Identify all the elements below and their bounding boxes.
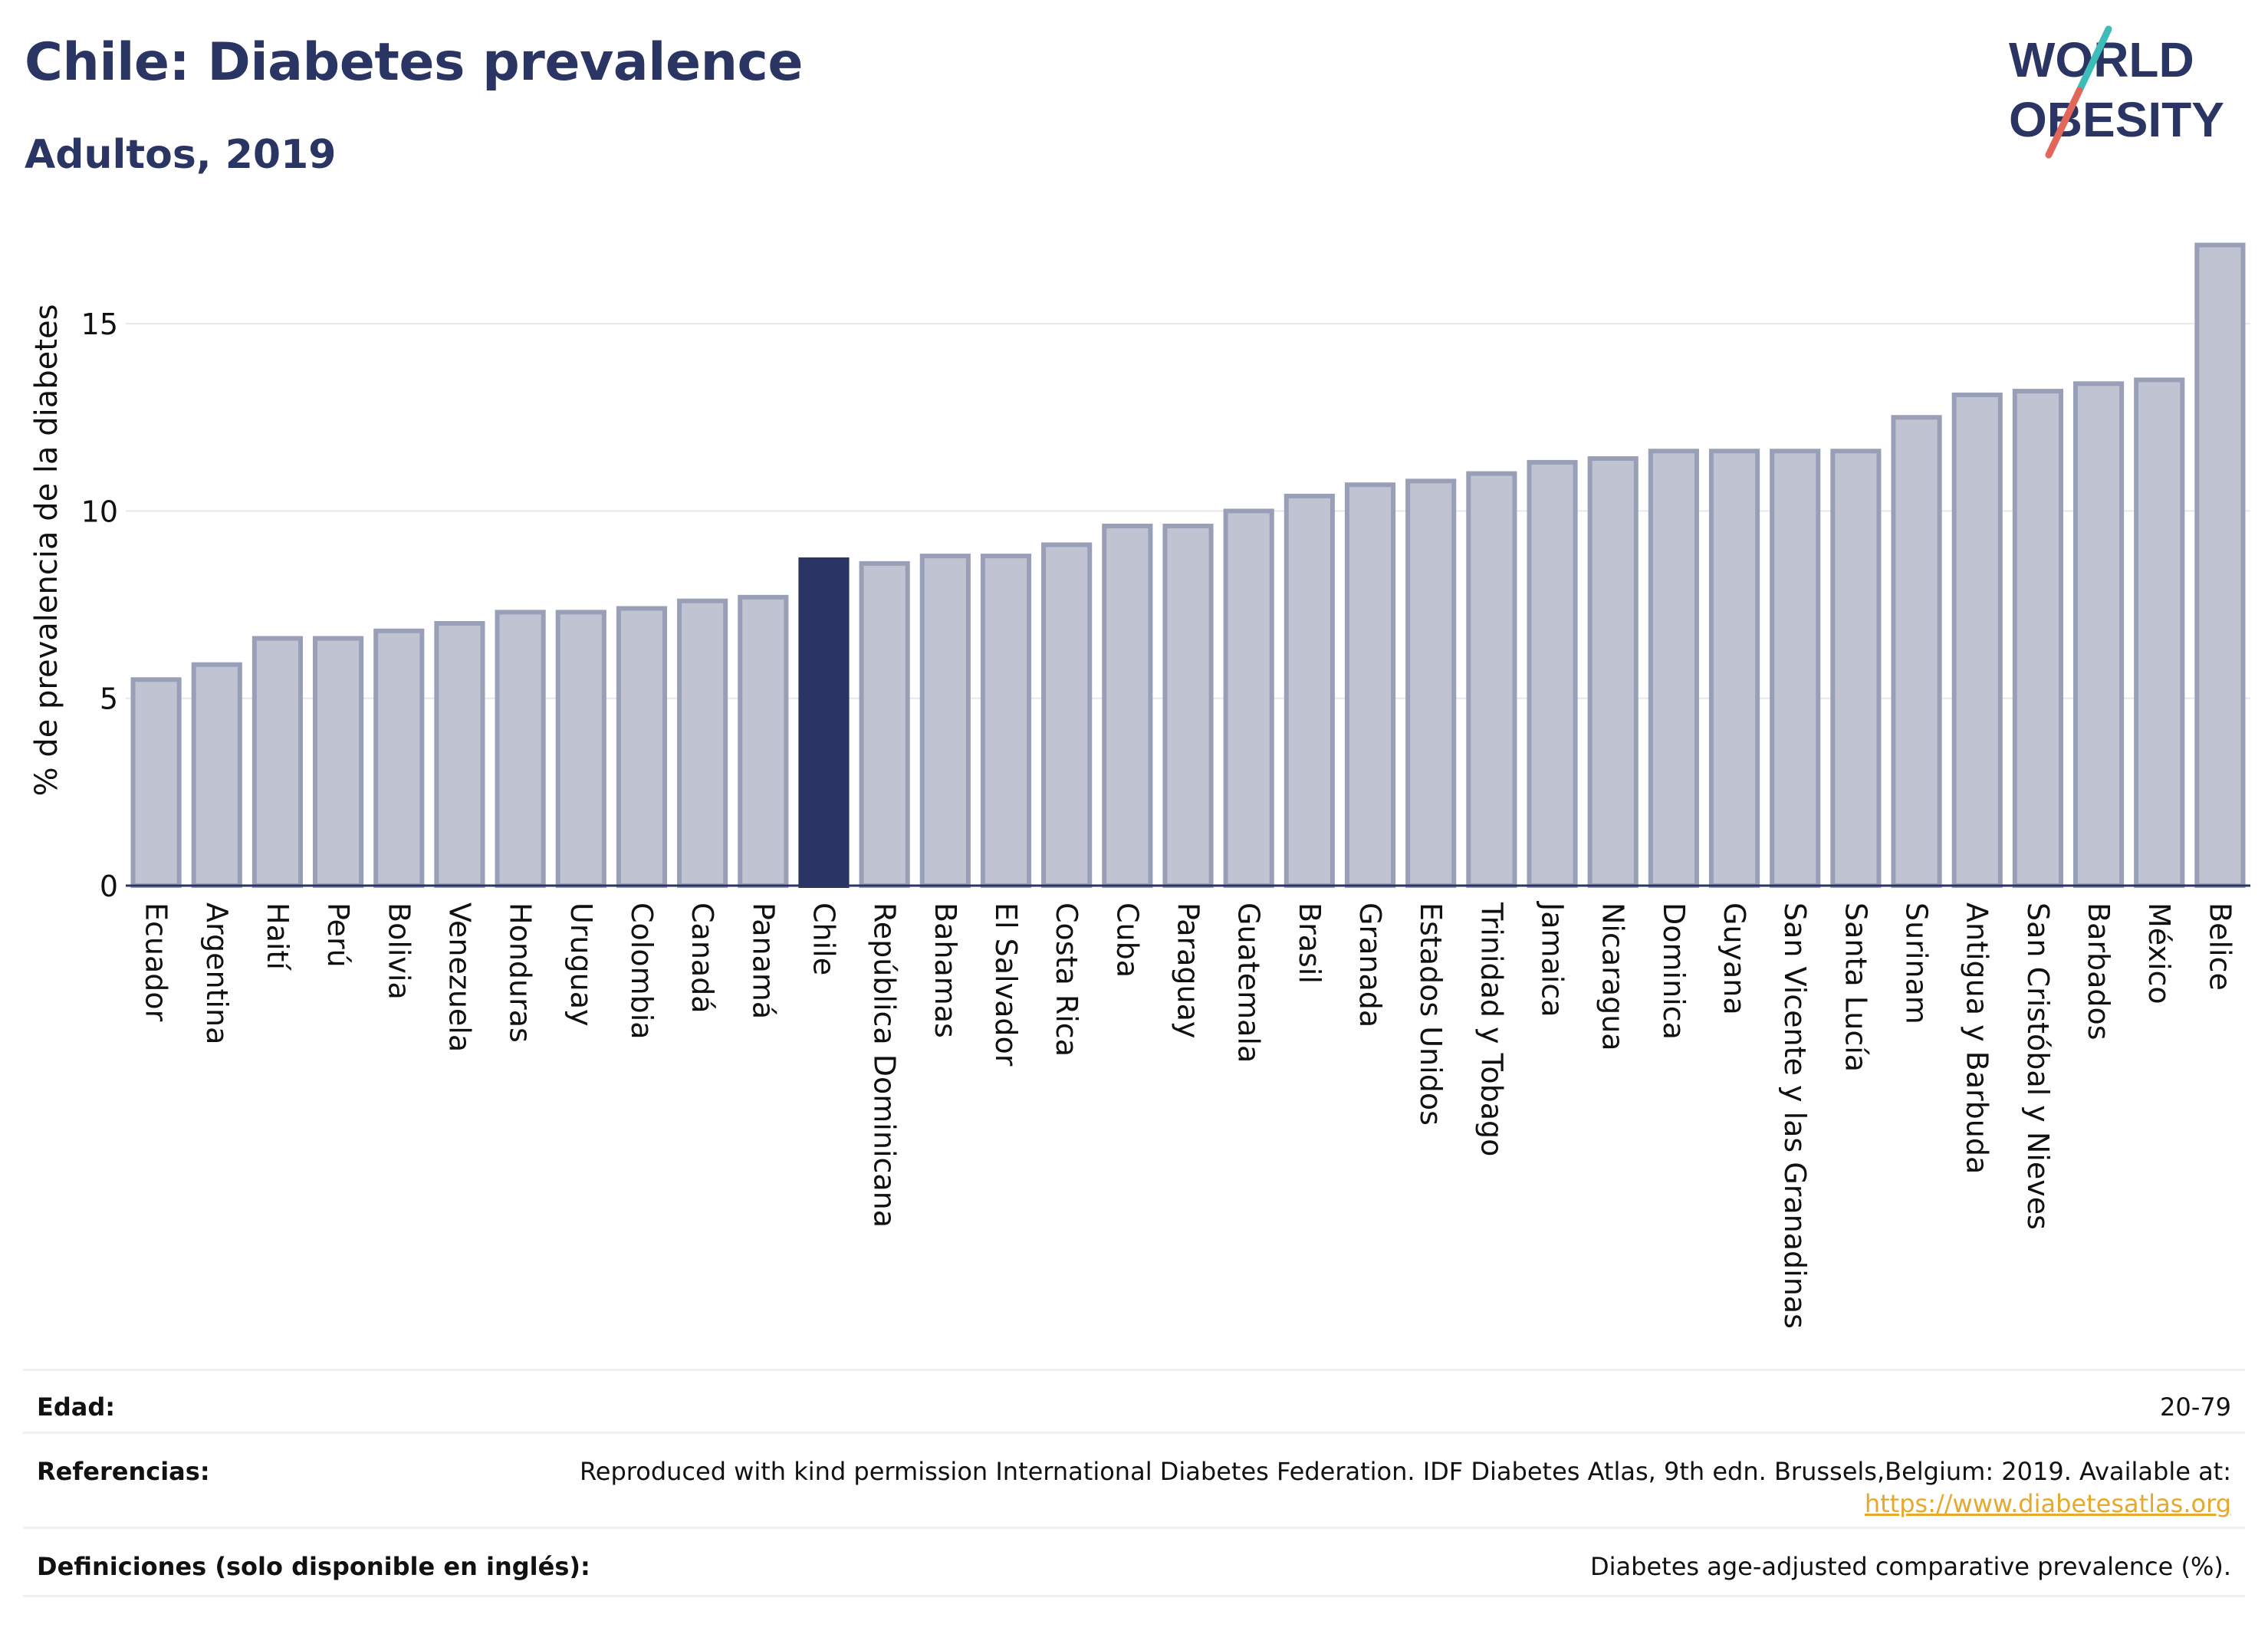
bar <box>2194 242 2246 888</box>
x-tick-label: El Salvador <box>989 902 1023 1067</box>
bar <box>1102 523 1153 888</box>
references-label: Referencias: <box>37 1457 210 1486</box>
y-tick-label: 10 <box>81 495 118 528</box>
x-tick-label: Paraguay <box>1172 902 1205 1038</box>
x-tick-label: Cuba <box>1110 902 1144 978</box>
x-tick-label: Haití <box>261 902 294 971</box>
meta-row-references: Referencias: Reproduced with kind permis… <box>23 1432 2245 1529</box>
bar <box>2134 377 2185 888</box>
x-tick-label: Estados Unidos <box>1414 902 1448 1126</box>
x-tick-label: República Dominicana <box>868 902 902 1228</box>
x-tick-label: Chile <box>807 902 840 975</box>
y-tick-label: 15 <box>81 307 118 341</box>
references-link[interactable]: https://www.diabetesatlas.org <box>1864 1489 2231 1518</box>
bar <box>1223 508 1274 889</box>
x-tick-label: Ecuador <box>140 902 173 1022</box>
bar <box>2012 389 2063 889</box>
bar <box>1770 449 1821 888</box>
definitions-label: Definiciones (solo disponible en inglés)… <box>37 1552 590 1581</box>
x-tick-label: Panamá <box>746 902 780 1019</box>
x-tick-label: Argentina <box>200 902 234 1044</box>
bar <box>859 561 910 888</box>
bar <box>1891 415 1942 888</box>
metadata-bottom-divider <box>23 1595 2245 1597</box>
bar-chart: 0 5 10 15 % de prevalencia de la diabetes Ecu… <box>29 242 2250 1329</box>
x-tick-label: Santa Lucía <box>1839 902 1872 1072</box>
bar <box>2072 381 2125 889</box>
meta-row-age: Edad: 20-79 <box>23 1369 2245 1434</box>
bar <box>1951 392 2003 888</box>
bar <box>495 610 546 888</box>
x-tick-label: Granada <box>1353 902 1387 1027</box>
logo-accent-teal <box>2076 25 2112 94</box>
bar <box>1587 456 1639 888</box>
x-tick-label: Barbados <box>2082 902 2115 1041</box>
bar <box>677 598 728 889</box>
bar <box>555 610 606 888</box>
references-text: Reproduced with kind permission Internat… <box>579 1457 2231 1486</box>
definitions-value: Diabetes age-adjusted comparative preval… <box>1590 1552 2231 1581</box>
bar <box>1284 493 1335 889</box>
bar <box>313 636 364 888</box>
bar <box>1708 449 1760 888</box>
x-tick-label: Belice <box>2203 902 2237 991</box>
y-tick-label: 0 <box>100 870 118 903</box>
bar <box>616 606 668 888</box>
x-tick-label: Nicaragua <box>1596 902 1630 1051</box>
bar <box>251 636 304 888</box>
y-tick-label: 5 <box>100 682 118 716</box>
bar <box>1466 471 1517 888</box>
x-tick-label: Guatemala <box>1232 902 1266 1063</box>
bar <box>1344 482 1396 888</box>
bar <box>1527 459 1578 888</box>
x-tick-label: Perú <box>321 902 355 968</box>
bar <box>738 594 789 888</box>
x-tick-label: Antigua y Barbuda <box>1961 902 1994 1174</box>
age-value: 20-79 <box>2160 1392 2231 1422</box>
x-tick-label: Jamaica <box>1536 901 1570 1018</box>
bar <box>1041 542 1093 889</box>
bar <box>1648 449 1699 888</box>
x-tick-label: San Cristóbal y Nieves <box>2021 902 2055 1230</box>
bar <box>373 628 425 888</box>
y-axis-label: % de prevalencia de la diabetes <box>29 304 64 797</box>
world-obesity-logo: WORLD OBESITY <box>2009 25 2224 159</box>
bar <box>434 621 485 888</box>
logo-accent-red <box>2045 87 2083 159</box>
bar <box>1162 523 1214 888</box>
x-tick-label: Uruguay <box>564 902 598 1027</box>
bar <box>980 554 1032 888</box>
x-tick-label: Venezuela <box>442 902 476 1052</box>
x-tick-label: Colombia <box>625 902 659 1040</box>
x-tick-label: Bahamas <box>929 902 962 1038</box>
x-tick-label: Trinidad y Tobago <box>1474 902 1508 1156</box>
bar <box>191 662 242 888</box>
bar <box>798 557 850 888</box>
x-tick-label: Guyana <box>1717 902 1751 1015</box>
x-tick-label: Honduras <box>504 902 537 1043</box>
age-label: Edad: <box>37 1392 116 1422</box>
x-tick-label: Costa Rica <box>1050 902 1083 1057</box>
bar <box>130 677 182 888</box>
page-title: Chile: Diabetes prevalence <box>25 32 803 93</box>
meta-row-definitions: Definiciones (solo disponible en inglés)… <box>23 1527 2245 1593</box>
x-tick-label: Bolivia <box>382 902 416 1000</box>
bar <box>919 554 971 888</box>
logo-line2: OBESITY <box>2009 92 2224 147</box>
x-tick-label: Surinam <box>1900 902 1934 1024</box>
x-tick-label: Canadá <box>685 902 719 1014</box>
x-tick-label: México <box>2142 902 2176 1004</box>
x-tick-label: San Vicente y las Granadinas <box>1778 902 1812 1329</box>
page-subtitle: Adultos, 2019 <box>25 132 337 178</box>
bar <box>1405 478 1457 888</box>
bar <box>1830 449 1882 888</box>
x-tick-label: Brasil <box>1293 902 1326 984</box>
x-tick-label: Dominica <box>1657 902 1691 1040</box>
